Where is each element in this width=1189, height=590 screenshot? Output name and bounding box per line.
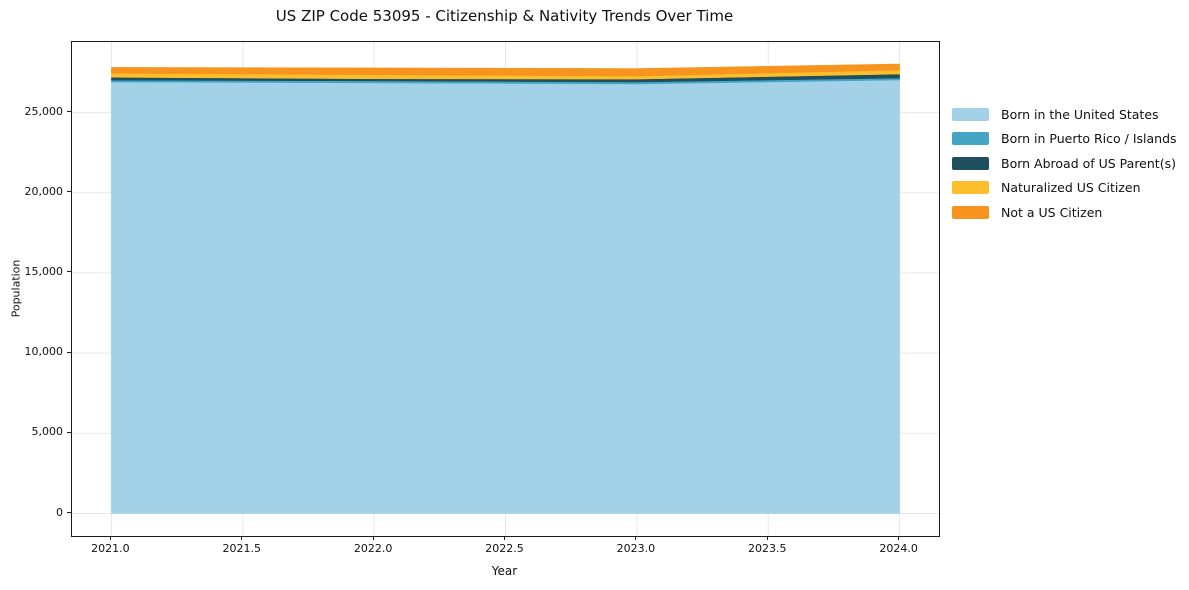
area-series-born-in-the-united-states (111, 79, 900, 514)
x-tick-mark (504, 536, 505, 540)
x-tick-mark (372, 536, 374, 540)
x-tick-mark (766, 536, 768, 540)
y-tick-label: 5,000 (31, 425, 64, 439)
y-tick-label: 15,000 (24, 264, 64, 278)
y-tick-label: 10,000 (24, 345, 64, 359)
x-tick-label: 2022.5 (485, 542, 524, 555)
stacked-area-chart (72, 42, 939, 536)
legend-swatch (952, 132, 989, 145)
y-tick-mark (67, 351, 71, 353)
legend-label: Not a US Citizen (1001, 204, 1103, 220)
y-tick-mark (67, 431, 71, 433)
legend-swatch (952, 205, 989, 219)
legend-label: Naturalized US Citizen (1001, 180, 1141, 195)
area-series-not-a-us-citizen (111, 63, 900, 77)
x-tick-label: 2022.0 (353, 542, 393, 555)
y-tick-mark (67, 271, 71, 273)
legend-swatch (952, 156, 989, 170)
x-tick-mark (898, 536, 900, 540)
legend-item: Not a US Citizen (952, 200, 1177, 224)
x-tick-mark (635, 536, 637, 540)
y-tick-label: 25,000 (24, 104, 64, 118)
legend: Born in the United States Born in Puerto … (952, 102, 1177, 225)
y-tick-mark (67, 512, 71, 514)
chart-title: US ZIP Code 53095 - Citizenship & Nativi… (275, 7, 734, 25)
x-tick-mark (241, 536, 243, 540)
legend-label: Born in the United States (1001, 106, 1159, 122)
y-tick-mark (67, 111, 71, 113)
legend-swatch (952, 107, 989, 121)
legend-item: Naturalized US Citizen (952, 176, 1177, 200)
legend-swatch (952, 181, 989, 194)
plot-area (71, 41, 940, 537)
y-tick-mark (67, 191, 71, 193)
x-tick-label: 2023.5 (747, 542, 787, 555)
x-tick-label: 2023.0 (616, 542, 656, 555)
y-tick-label: 20,000 (24, 184, 64, 198)
x-tick-label: 2024.0 (879, 542, 918, 555)
x-axis-label: Year (491, 564, 518, 578)
legend-label: Born Abroad of US Parent(s) (1001, 155, 1176, 171)
legend-item: Born Abroad of US Parent(s) (952, 151, 1177, 175)
x-tick-mark (109, 536, 111, 540)
x-tick-label: 2021.5 (222, 542, 262, 555)
y-axis-label: Population (9, 259, 23, 318)
legend-item: Born in Puerto Rico / Islands (952, 127, 1177, 151)
y-tick-label: 0 (56, 505, 63, 519)
x-tick-label: 2021.0 (91, 542, 130, 555)
legend-label: Born in Puerto Rico / Islands (1001, 131, 1177, 146)
legend-item: Born in the United States (952, 102, 1177, 126)
